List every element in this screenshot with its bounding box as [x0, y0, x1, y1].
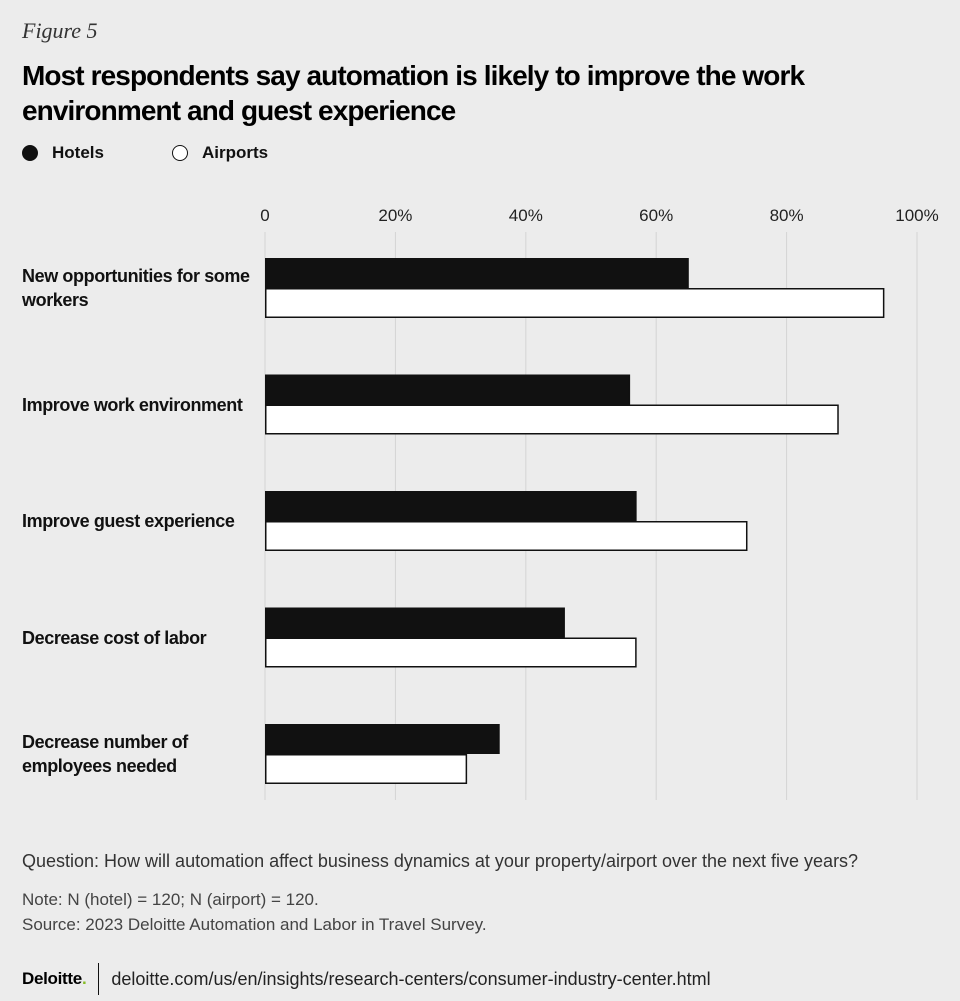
- bar-hotels: [265, 258, 689, 288]
- legend-swatch-hotels: [22, 145, 38, 161]
- x-tick-label: 40%: [509, 206, 543, 225]
- bar-chart: 0 20% 40% 60% 80% 100%: [260, 206, 939, 800]
- bar-hotels: [265, 724, 500, 754]
- bar-airports: [265, 754, 468, 784]
- x-tick-label: 60%: [639, 206, 673, 225]
- note: Note: N (hotel) = 120; N (airport) = 120…: [22, 890, 319, 909]
- legend-swatch-airports: [172, 145, 188, 161]
- category-label: Decrease number of employees needed: [22, 732, 188, 776]
- category-label: Improve work environment: [22, 394, 243, 415]
- chart-title: Most respondents say automation is likel…: [22, 60, 805, 126]
- footer-divider: [98, 963, 100, 995]
- x-tick-label: 0: [260, 206, 269, 225]
- category-label: Decrease cost of labor: [22, 627, 207, 648]
- footer-url[interactable]: deloitte.com/us/en/insights/research-cen…: [111, 968, 711, 989]
- category-label: New opportunities for some workers: [22, 266, 250, 310]
- legend-label-hotels: Hotels: [52, 143, 104, 162]
- bar-airports: [265, 521, 748, 551]
- x-tick-label: 100%: [895, 206, 938, 225]
- bar-hotels: [265, 374, 631, 405]
- figure-label: Figure 5: [22, 18, 98, 43]
- legend-item-hotels: Hotels: [22, 143, 104, 163]
- bar-airports: [265, 404, 839, 435]
- bar-airports: [265, 288, 885, 318]
- legend-label-airports: Airports: [202, 143, 269, 162]
- bar-hotels: [265, 607, 565, 638]
- x-tick-label: 20%: [378, 206, 412, 225]
- footer: Deloitte. deloitte.com/us/en/insights/re…: [22, 963, 711, 995]
- legend-item-airports: Airports: [172, 143, 268, 163]
- deloitte-logo: Deloitte.: [22, 969, 87, 988]
- bar-airports: [265, 637, 637, 668]
- survey-question: Question: How will automation affect bus…: [22, 851, 859, 871]
- bar-hotels: [265, 491, 637, 521]
- x-tick-label: 80%: [770, 206, 804, 225]
- source: Source: 2023 Deloitte Automation and Lab…: [22, 915, 487, 934]
- category-label: Improve guest experience: [22, 511, 235, 531]
